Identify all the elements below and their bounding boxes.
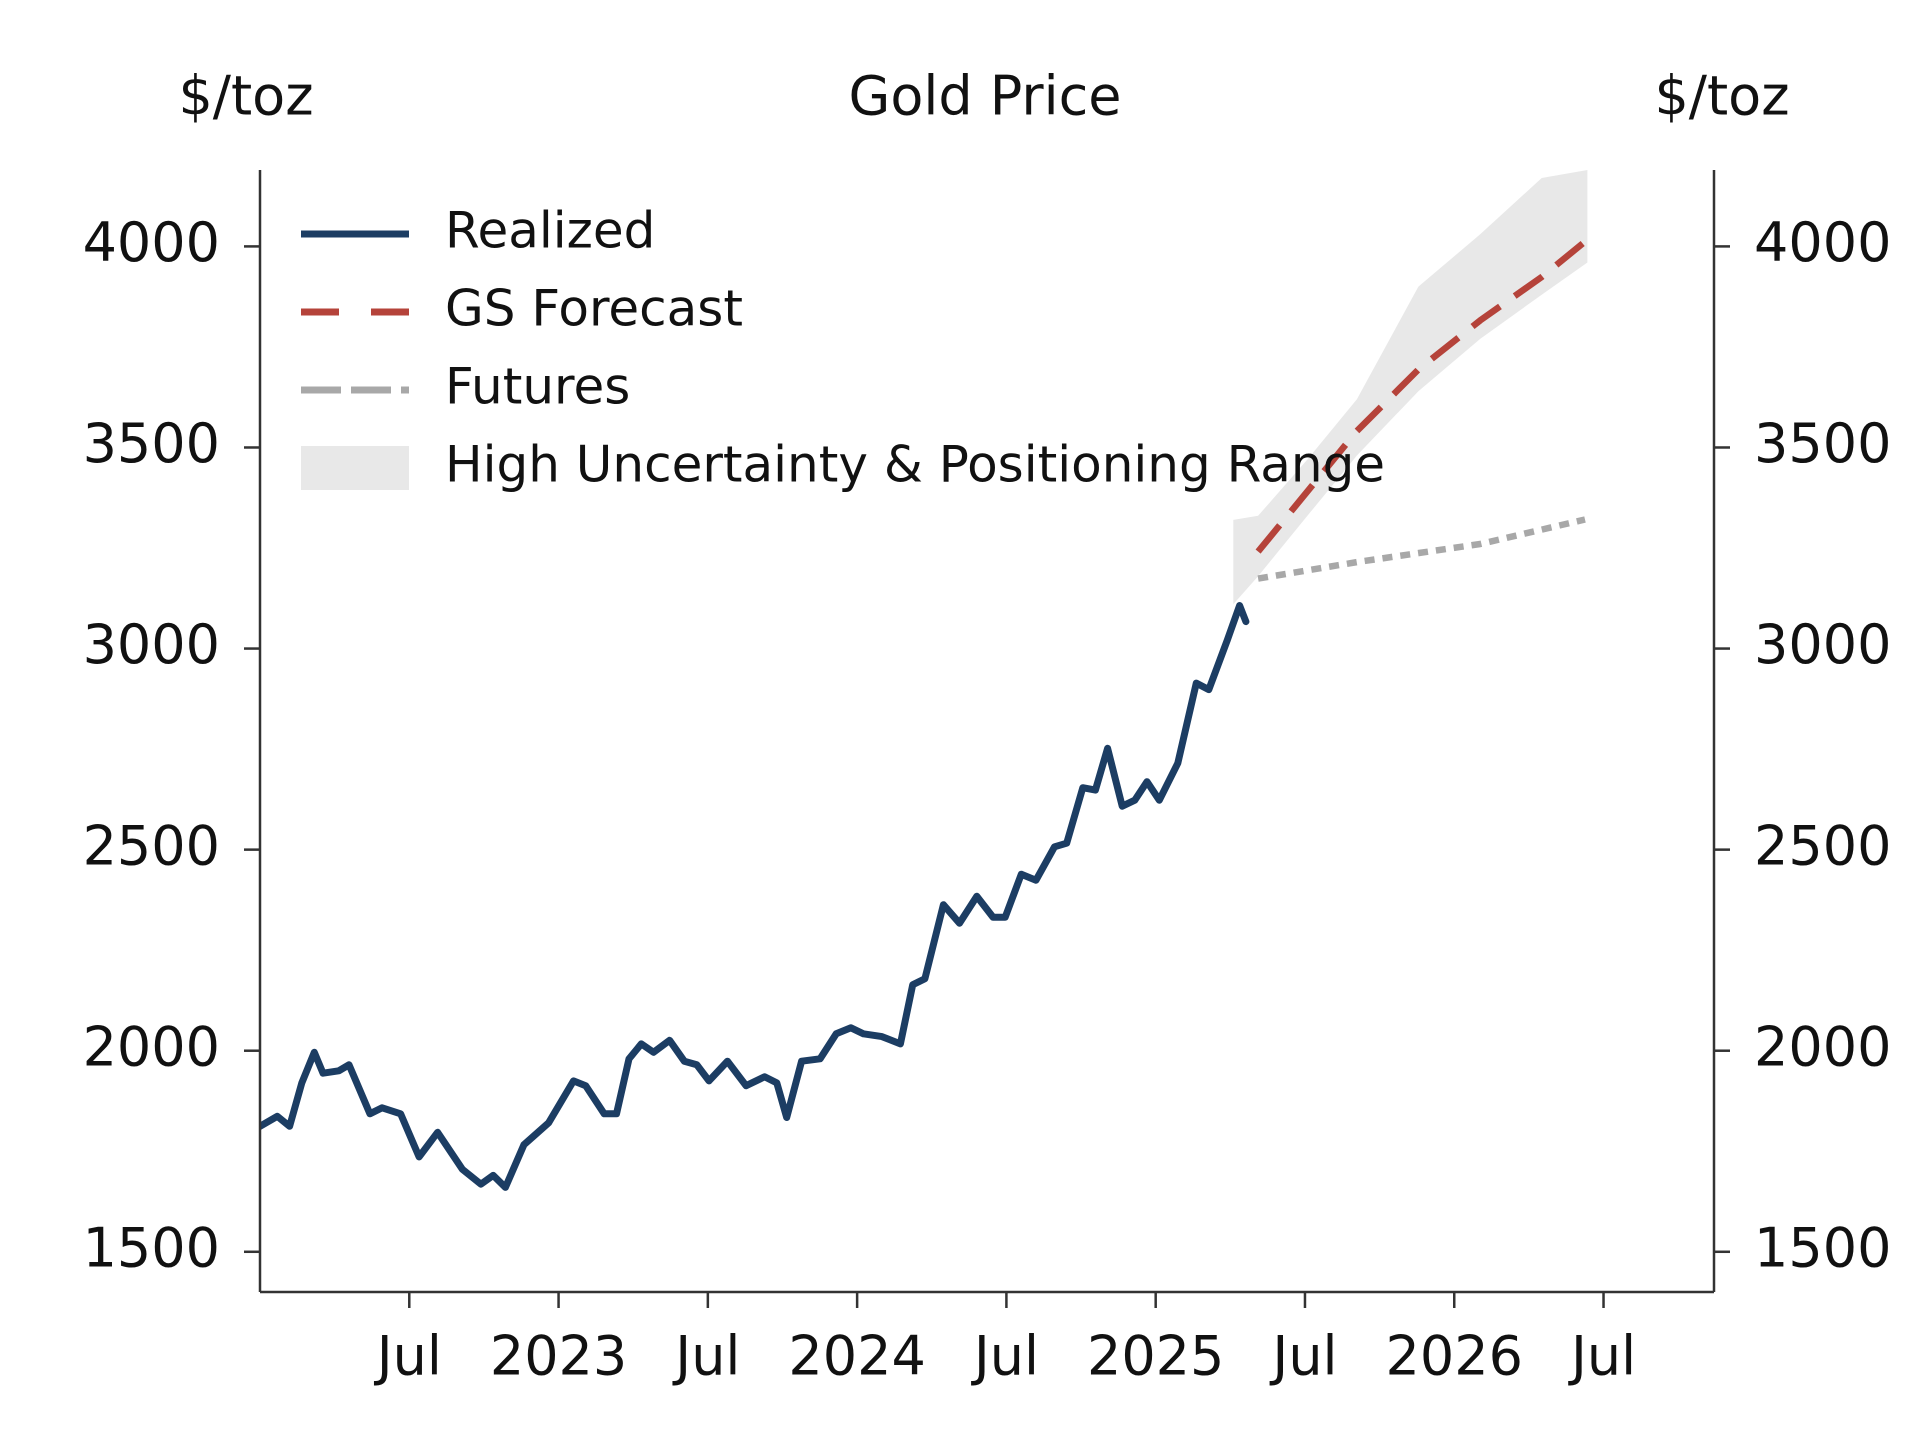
x-tick-label: 2024 (788, 1325, 925, 1388)
y-tick-label: 1500 (83, 1216, 220, 1279)
y2-tick-label: 1500 (1754, 1216, 1891, 1279)
y-tick-label: 2000 (83, 1015, 220, 1078)
y2-tick-label: 2000 (1754, 1015, 1891, 1078)
legend-label: Futures (445, 358, 630, 416)
x-tick-label: 2025 (1087, 1325, 1224, 1388)
uncertainty-band (1233, 170, 1588, 605)
x-tick-label: 2026 (1386, 1325, 1523, 1388)
y2-axis-label: $/toz (1654, 65, 1789, 128)
x-tick-label: Jul (672, 1325, 740, 1388)
y2-tick-label: 4000 (1754, 211, 1891, 274)
x-tick-label: 2023 (490, 1325, 627, 1388)
chart-title: Gold Price (848, 65, 1121, 128)
y2-tick-label: 3000 (1754, 613, 1891, 676)
y-axis-label: $/toz (178, 65, 313, 128)
legend-label: High Uncertainty & Positioning Range (445, 436, 1385, 494)
series-line (260, 602, 1250, 1191)
x-tick-label: Jul (1568, 1325, 1636, 1388)
y-tick-label: 4000 (83, 211, 220, 274)
x-tick-label: Jul (374, 1325, 442, 1388)
plot-area (260, 170, 1588, 1191)
x-tick-label: Jul (1269, 1325, 1337, 1388)
legend-label: GS Forecast (445, 280, 743, 338)
series-line (1257, 516, 1586, 582)
y-tick-label: 2500 (83, 814, 220, 877)
legend-swatch (301, 446, 409, 490)
y2-tick-label: 3500 (1754, 412, 1891, 475)
y-tick-label: 3500 (83, 412, 220, 475)
y2-tick-label: 2500 (1754, 814, 1891, 877)
y-tick-label: 3000 (83, 613, 220, 676)
x-tick-label: Jul (971, 1325, 1039, 1388)
legend-label: Realized (445, 202, 655, 260)
series-line (1255, 239, 1588, 554)
